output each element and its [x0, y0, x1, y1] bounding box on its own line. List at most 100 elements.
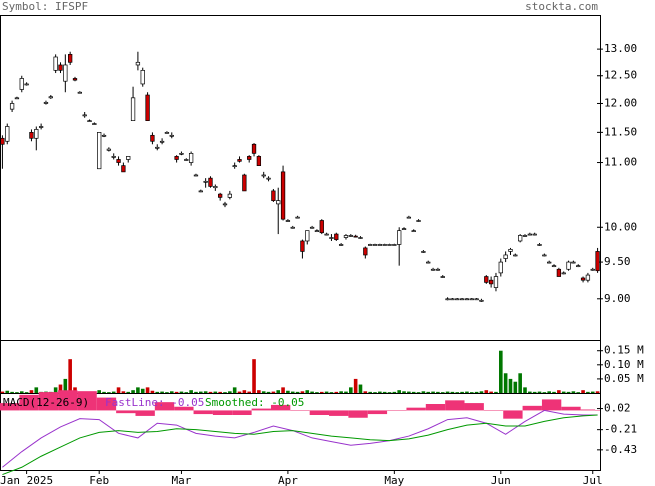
volume-bar — [107, 392, 111, 393]
volume-bar — [586, 391, 590, 393]
volume-bar — [407, 391, 411, 393]
volume-bar — [111, 391, 116, 393]
volume-bar — [271, 391, 276, 393]
macd-histogram-bar — [193, 410, 213, 415]
candle-body — [392, 244, 397, 246]
volume-bar — [595, 391, 600, 393]
candle-body — [566, 261, 571, 270]
macd-histogram-bar — [309, 410, 330, 415]
volume-bar — [140, 388, 145, 393]
candle-body — [445, 298, 450, 301]
macd-histogram-bar — [38, 392, 59, 411]
macd-histogram-bar — [329, 410, 349, 416]
volume-bar — [68, 359, 72, 393]
volume-bar — [460, 391, 464, 393]
candle-body — [261, 174, 266, 177]
site-label: stockta.com — [525, 0, 598, 13]
candle-body — [319, 220, 324, 234]
candle-body — [561, 272, 566, 275]
candle-body — [508, 248, 513, 252]
candle-body — [48, 96, 53, 99]
volume-bar — [324, 391, 329, 393]
candle-body — [493, 276, 499, 288]
macd-histogram-bar — [174, 406, 194, 411]
volume-bar — [223, 392, 227, 393]
candle-body — [9, 103, 15, 110]
candle-body — [72, 78, 78, 81]
y-tick-label: 9.00 — [604, 292, 631, 305]
candle-body — [484, 276, 489, 283]
candle-body — [77, 91, 82, 94]
volume-bar — [329, 392, 334, 393]
volume-bar — [97, 390, 101, 393]
candle-body — [116, 159, 121, 163]
candle-body — [522, 235, 528, 237]
candle-body — [576, 265, 581, 268]
candle-body — [271, 190, 276, 201]
volume-bar — [373, 392, 377, 393]
candle-body — [256, 156, 262, 166]
macd-histogram-bar — [77, 391, 97, 411]
candle-body — [24, 83, 29, 86]
candle-body — [276, 200, 281, 205]
candle-body — [421, 251, 426, 253]
legend-label: FastLine: -0.05 — [105, 396, 204, 409]
volume-bar — [286, 390, 290, 393]
candle-body — [101, 134, 107, 137]
macd-histogram-bar — [522, 405, 542, 411]
volume-bar — [378, 391, 382, 393]
candle-body — [469, 298, 474, 301]
y-tick-label: 13.00 — [604, 42, 637, 55]
panel-frame — [0, 15, 601, 341]
volume-bar — [281, 387, 285, 393]
candle-body — [440, 276, 445, 278]
volume-bar — [276, 390, 281, 393]
candle-body — [222, 203, 228, 206]
volume-bar — [136, 387, 140, 393]
legend-label: Smoothed: -0.05 — [205, 396, 304, 409]
candle-body — [184, 159, 189, 161]
candle-body — [300, 240, 305, 252]
macd-histogram-bar — [348, 410, 368, 418]
candle-body — [513, 254, 518, 257]
volume-bar — [392, 391, 397, 393]
volume-bar — [581, 390, 585, 393]
volume-bar — [102, 391, 106, 393]
macd-histogram-bar — [387, 410, 407, 411]
x-tick-label: Jan 2025 — [0, 474, 53, 486]
volume-bar — [445, 391, 450, 393]
volume-bar — [208, 391, 213, 393]
volume-bar — [315, 392, 319, 393]
volume-bar — [571, 391, 576, 393]
candle-body — [251, 143, 257, 154]
y-tick-label: 12.50 — [604, 69, 637, 82]
volume-bar — [358, 384, 363, 393]
y-tick-label: 12.00 — [604, 96, 637, 109]
volume-bar — [344, 391, 348, 393]
candle-body — [38, 126, 44, 128]
x-tick-label: Apr — [278, 474, 298, 486]
volume-bar — [503, 373, 508, 393]
volume-bar — [145, 387, 150, 393]
volume-bar — [484, 390, 489, 393]
candle-body — [121, 165, 126, 173]
macd-histogram-bar — [232, 410, 252, 415]
candle-body — [280, 171, 286, 220]
candle-body — [68, 54, 73, 63]
candle-body — [82, 114, 87, 117]
candle-body — [87, 120, 92, 123]
candle-body — [0, 137, 5, 145]
y-tick-label: 11.00 — [604, 156, 637, 169]
y-tick-label: 0.05 M — [604, 372, 644, 385]
candle-body — [43, 101, 49, 104]
macd-histogram-bar — [251, 408, 271, 411]
candle-body — [135, 61, 141, 66]
candle-body — [450, 298, 455, 301]
candle-body — [179, 152, 184, 155]
candle-body — [237, 159, 242, 162]
candle-body — [580, 277, 586, 281]
candle-body — [387, 244, 392, 246]
macd-histogram-bar — [445, 400, 465, 411]
